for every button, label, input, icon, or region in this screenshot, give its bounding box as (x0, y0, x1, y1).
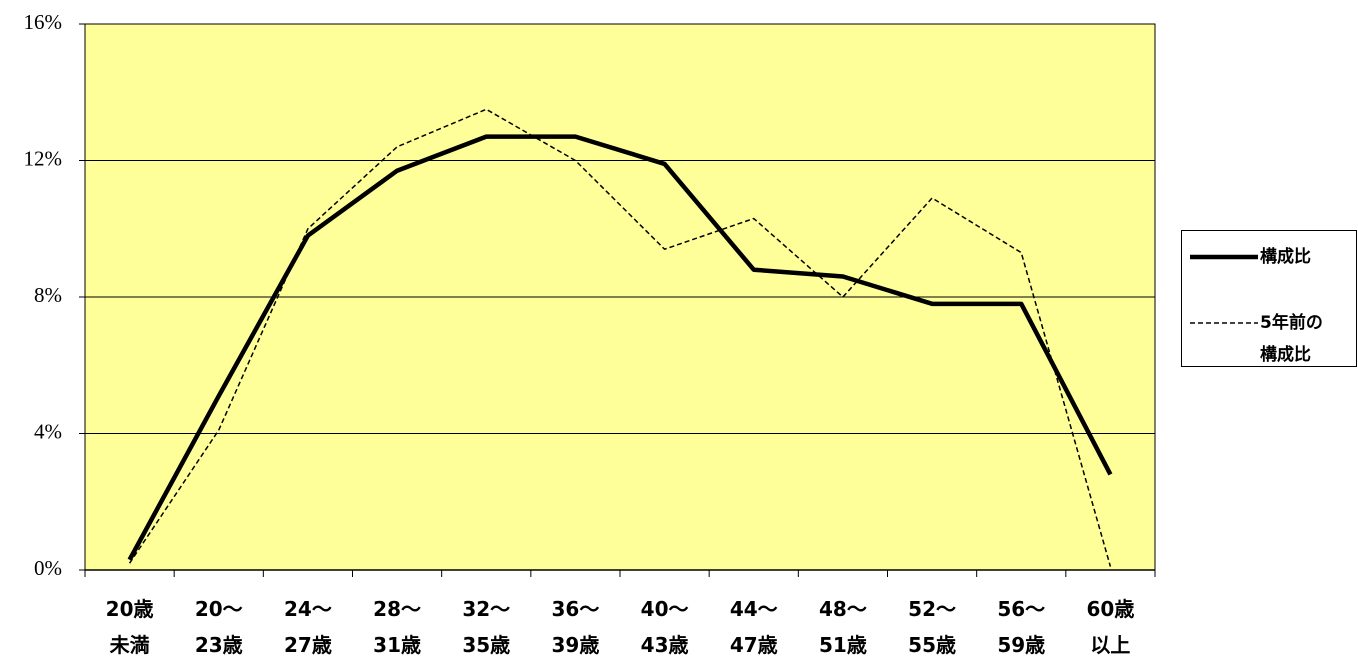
x-tick-label: 56〜 (997, 597, 1045, 621)
x-tick-label: 28〜 (373, 597, 421, 621)
x-tick-label: 59歳 (997, 633, 1045, 657)
x-tick-label: 55歳 (908, 633, 956, 657)
y-tick-label: 0% (34, 556, 62, 580)
y-tick-label: 16% (24, 10, 63, 34)
x-tick-label: 23歳 (195, 633, 243, 657)
x-tick-label: 27歳 (284, 633, 332, 657)
x-tick-label: 52〜 (908, 597, 956, 621)
x-tick-label: 未満 (110, 633, 150, 657)
x-tick-label: 31歳 (373, 633, 421, 657)
x-tick-label: 44〜 (730, 597, 778, 621)
legend-item: 構成比 (1182, 241, 1334, 273)
x-tick-label: 60歳 (1086, 597, 1134, 621)
y-tick-label: 8% (34, 283, 62, 307)
x-tick-label: 48〜 (819, 597, 867, 621)
x-tick-label: 以上 (1090, 633, 1130, 657)
x-tick-label: 32〜 (462, 597, 510, 621)
x-tick-label: 20〜 (195, 597, 243, 621)
y-tick-label: 12% (24, 146, 63, 170)
x-tick-label: 39歳 (551, 633, 599, 657)
x-tick-label: 24〜 (284, 597, 332, 621)
x-tick-label: 20歳 (106, 597, 154, 621)
x-tick-label: 40〜 (641, 597, 689, 621)
legend: 構成比 5年前の構成比 (1181, 230, 1357, 367)
legend-label: 5年前の構成比 (1260, 313, 1323, 365)
series-line (127, 134, 1113, 561)
legend-swatch (1190, 322, 1258, 324)
x-tick-label: 36〜 (551, 597, 599, 621)
series-line (128, 108, 1112, 567)
x-tick-label: 47歳 (730, 633, 778, 657)
x-tick-label: 43歳 (641, 633, 689, 657)
legend-item: 5年前の構成比 (1182, 307, 1334, 371)
y-tick-label: 4% (34, 419, 62, 443)
legend-label: 構成比 (1260, 247, 1311, 267)
x-tick-label: 35歳 (462, 633, 510, 657)
legend-swatch (1190, 254, 1258, 260)
x-tick-label: 51歳 (819, 633, 867, 657)
